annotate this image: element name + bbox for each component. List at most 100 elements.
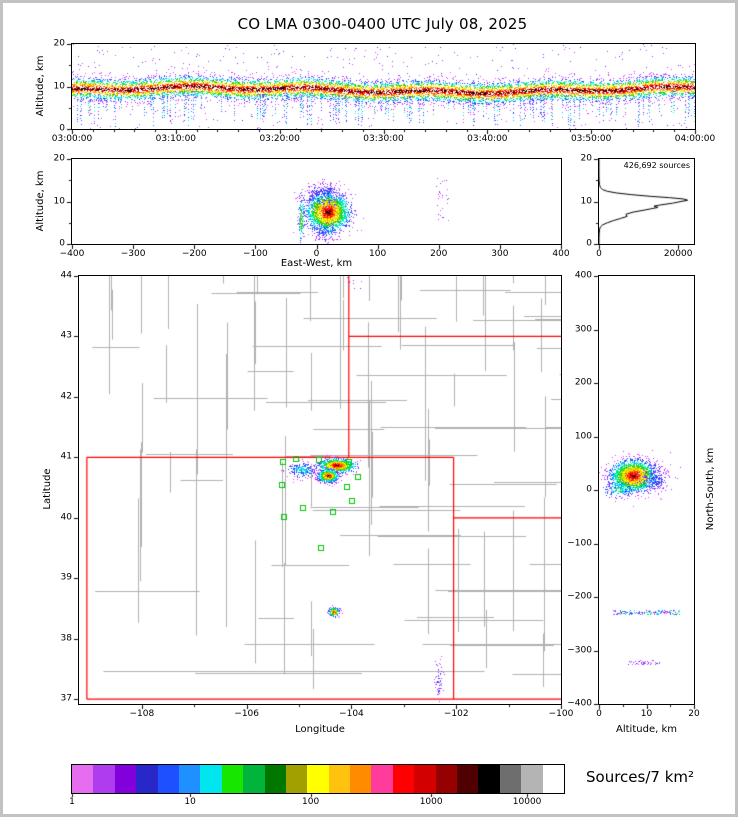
tick-label: 400 xyxy=(552,249,570,259)
axis-label: Altitude, km xyxy=(616,724,677,735)
colorbar-segment xyxy=(221,765,244,793)
tick-label: 400 xyxy=(574,270,592,281)
tick-label: 03:30:00 xyxy=(363,134,404,144)
tick-label: −200 xyxy=(567,591,592,602)
tick-label: 100 xyxy=(369,249,387,259)
axis-label: Longitude xyxy=(295,724,345,735)
colorbar-tick-label: 100 xyxy=(302,797,320,807)
colorbar-segment xyxy=(371,765,393,793)
colorbar-segment xyxy=(392,765,415,793)
time-height-canvas xyxy=(72,44,695,129)
tick-label: 10 xyxy=(640,709,653,719)
axis-label: East-West, km xyxy=(280,258,353,269)
tick-label: 20000 xyxy=(663,249,693,259)
tick-label: 300 xyxy=(574,324,592,334)
tick-label: 03:10:00 xyxy=(155,134,197,144)
north-south-height-canvas xyxy=(599,276,694,704)
tick-label: 37 xyxy=(60,693,72,704)
colorbar-segment xyxy=(435,765,458,793)
tick-label: 0 xyxy=(596,709,602,719)
colorbar-segment xyxy=(93,765,115,793)
colorbar-title: Sources/7 km² xyxy=(586,768,695,786)
north-south-height-panel xyxy=(598,275,695,705)
tick-label: 10 xyxy=(580,196,592,206)
tick-label: 20 xyxy=(53,38,65,49)
tick-label: −400 xyxy=(59,249,85,259)
time-height-panel xyxy=(71,43,696,130)
colorbar-tick-label: 10000 xyxy=(512,797,542,807)
colorbar-segment xyxy=(499,765,522,793)
tick-label: −102 xyxy=(443,709,469,719)
colorbar-tick-label: 1000 xyxy=(419,797,443,807)
colorbar-segment xyxy=(478,765,500,793)
tick-label: 0 xyxy=(59,123,65,134)
tick-label: 03:20:00 xyxy=(259,134,300,144)
colorbar-segment xyxy=(521,765,543,793)
tick-label: 0 xyxy=(586,484,592,495)
tick-label: 43 xyxy=(60,330,72,341)
tick-label: −400 xyxy=(567,698,592,709)
map-canvas xyxy=(79,276,561,704)
colorbar-segment xyxy=(328,765,351,793)
tick-label: 200 xyxy=(574,377,592,388)
tick-label: 39 xyxy=(60,572,72,583)
tick-label: 04:00:00 xyxy=(674,134,716,144)
tick-label: 0 xyxy=(596,249,602,259)
tick-label: 03:40:00 xyxy=(467,134,508,144)
altitude-histogram-canvas xyxy=(599,159,694,244)
map-panel xyxy=(78,275,562,705)
colorbar-segment xyxy=(285,765,308,793)
colorbar-segment xyxy=(72,765,94,793)
tick-label: 100 xyxy=(574,431,592,441)
tick-label: 10 xyxy=(53,81,65,91)
tick-label: 42 xyxy=(60,391,72,402)
colorbar-segment xyxy=(350,765,372,793)
colorbar-segment xyxy=(178,765,201,793)
tick-label: 44 xyxy=(60,270,72,281)
tick-label: −100 xyxy=(548,709,574,719)
tick-label: 38 xyxy=(60,633,72,644)
colorbar-tick-label: 10 xyxy=(184,797,196,807)
tick-label: 40 xyxy=(60,512,72,523)
colorbar-segment xyxy=(157,765,179,793)
tick-label: −100 xyxy=(243,249,268,259)
axis-label: Altitude, km xyxy=(35,55,46,116)
tick-label: 41 xyxy=(60,451,72,462)
east-west-height-canvas xyxy=(72,159,561,244)
tick-label: 0 xyxy=(59,238,65,249)
tick-label: 20 xyxy=(580,153,592,164)
colorbar-tick-label: 1 xyxy=(69,797,75,807)
figure-title: CO LMA 0300-0400 UTC July 08, 2025 xyxy=(237,15,528,33)
axis-label: North-South, km xyxy=(705,447,716,531)
tick-label: −200 xyxy=(181,249,207,259)
tick-label: 0 xyxy=(313,249,320,259)
colorbar-segment xyxy=(264,765,286,793)
tick-label: −108 xyxy=(129,709,155,719)
tick-label: −104 xyxy=(339,709,364,719)
tick-label: 20 xyxy=(53,153,65,164)
tick-label: 10 xyxy=(53,196,65,206)
axis-label: Altitude, km xyxy=(35,170,46,231)
tick-label: −106 xyxy=(234,709,260,719)
colorbar-segment xyxy=(243,765,265,793)
tick-label: 200 xyxy=(430,249,448,259)
colorbar-segment xyxy=(457,765,479,793)
tick-label: −300 xyxy=(567,645,592,655)
tick-label: 300 xyxy=(491,249,509,259)
altitude-histogram-panel xyxy=(598,158,695,245)
colorbar xyxy=(71,764,565,794)
colorbar-segment xyxy=(542,765,564,793)
tick-label: −300 xyxy=(120,249,146,259)
colorbar-segment xyxy=(414,765,436,793)
tick-label: 0 xyxy=(586,238,592,249)
colorbar-segment xyxy=(136,765,158,793)
tick-label: 20 xyxy=(688,709,700,719)
colorbar-segment xyxy=(114,765,137,793)
colorbar-segment xyxy=(307,765,329,793)
colorbar-segment xyxy=(200,765,222,793)
tick-label: 03:50:00 xyxy=(570,134,612,144)
tick-label: 03:00:00 xyxy=(51,134,93,144)
east-west-height-panel xyxy=(71,158,562,245)
tick-label: −100 xyxy=(567,538,592,548)
